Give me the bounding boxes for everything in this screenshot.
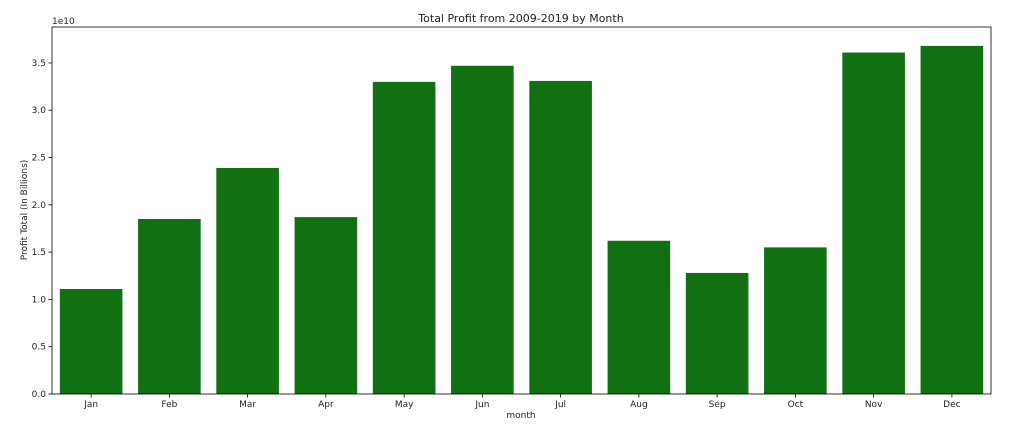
x-tick-label: Dec (943, 400, 960, 410)
bar-sep (685, 272, 749, 394)
bar-apr (294, 217, 358, 394)
x-tick-label: Oct (788, 400, 804, 410)
y-tick-label: 2.5 (32, 154, 46, 164)
x-tick-label: Sep (709, 400, 726, 410)
y-axis-offset-label: 1e10 (52, 17, 75, 27)
bar-dec (920, 45, 984, 394)
x-tick-label: Jun (474, 400, 489, 410)
bar-nov (842, 52, 905, 394)
x-tick-label: Aug (630, 400, 648, 410)
bar-jul (529, 80, 592, 394)
bar-mar (216, 167, 279, 394)
y-tick-label: 3.0 (32, 106, 47, 116)
x-tick-label: Jul (554, 400, 566, 410)
bar-jan (59, 289, 123, 394)
y-axis-label: Profit Total (In Billions) (20, 160, 30, 261)
y-tick-label: 3.5 (32, 59, 46, 69)
bars-group (59, 45, 984, 394)
x-axis-label: month (506, 411, 535, 421)
y-tick-label: 0.0 (32, 390, 47, 400)
bar-may (372, 81, 436, 394)
x-axis-ticks: Jan Feb Mar Apr May Jun Jul Aug Sep Oct Nov Dec (83, 394, 961, 410)
y-axis-ticks: 0.0 0.5 1.0 1.5 2.0 2.5 3.0 3.5 (32, 59, 52, 400)
x-tick-label: Apr (318, 400, 334, 410)
x-tick-label: Feb (161, 400, 177, 410)
plot-frame (51, 26, 992, 395)
y-tick-label: 0.5 (32, 343, 46, 353)
chart-title: Total Profit from 2009-2019 by Month (417, 12, 623, 25)
bar-aug (607, 240, 671, 394)
bar-feb (138, 219, 201, 394)
x-tick-label: Mar (239, 400, 256, 410)
x-tick-label: Jan (83, 400, 98, 410)
bar-oct (764, 247, 827, 394)
y-tick-label: 1.0 (32, 295, 47, 305)
x-tick-label: May (395, 400, 414, 410)
bar-jun (451, 65, 514, 394)
y-tick-label: 2.0 (32, 201, 47, 211)
x-tick-label: Nov (865, 400, 883, 410)
y-tick-label: 1.5 (32, 248, 46, 258)
